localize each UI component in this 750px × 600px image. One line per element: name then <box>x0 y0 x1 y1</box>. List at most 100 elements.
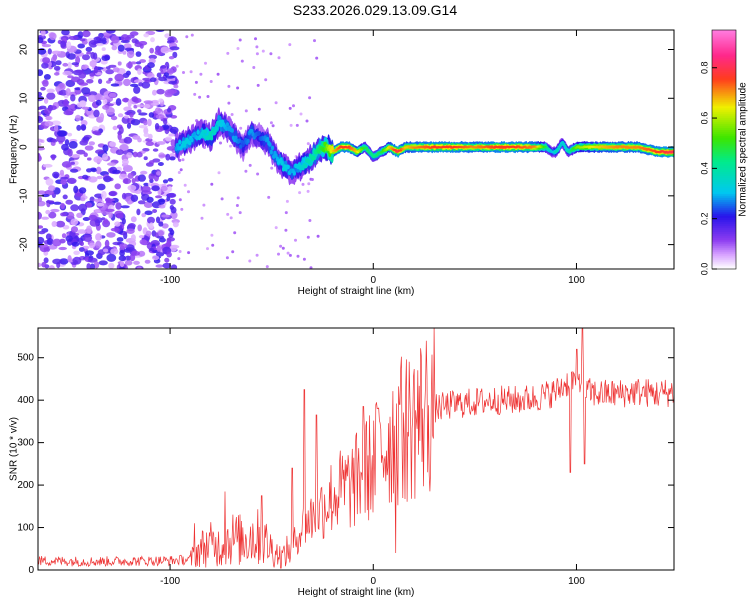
noise-cell <box>67 148 73 157</box>
colorbar-cell <box>712 89 736 93</box>
noise-cell <box>86 263 91 269</box>
noise-cell <box>38 196 43 202</box>
noise-cell <box>138 125 148 129</box>
ridge-cell <box>561 141 565 144</box>
noise-cell <box>126 122 132 129</box>
noise-cell <box>46 88 55 94</box>
noise-cell <box>43 108 52 115</box>
noise-cell <box>170 264 178 269</box>
noise-cell <box>88 94 97 103</box>
noise-cell <box>73 185 79 194</box>
colorbar-cell <box>712 173 736 176</box>
noise-cell <box>80 124 87 131</box>
y-tick-label: 300 <box>17 438 34 449</box>
noise-cell <box>149 160 155 165</box>
colorbar-cell <box>712 209 736 212</box>
noise-cell <box>42 57 51 64</box>
noise-cell <box>51 120 61 126</box>
noise-cell <box>82 30 91 38</box>
noise-cell <box>72 256 82 265</box>
noise-cell <box>61 233 67 239</box>
noise-cell <box>88 141 96 146</box>
noise-cell <box>88 91 98 96</box>
noise-cell <box>59 169 65 176</box>
noise-cell <box>288 253 292 257</box>
noise-cell <box>148 133 153 140</box>
colorbar-cell <box>712 251 736 254</box>
noise-cell <box>41 62 49 69</box>
noise-cell <box>143 156 148 161</box>
noise-cell <box>163 72 169 77</box>
noise-cell <box>127 200 133 205</box>
noise-cell <box>67 255 72 263</box>
noise-cell <box>136 208 141 216</box>
y-tick-label: 10 <box>19 92 30 104</box>
noise-cell <box>307 182 311 186</box>
noise-cell <box>125 244 135 251</box>
noise-cell <box>106 232 116 238</box>
noise-cell <box>67 75 74 79</box>
noise-cell <box>144 79 153 83</box>
noise-cell <box>104 239 110 248</box>
colorbar-cell <box>712 45 736 49</box>
noise-cell <box>78 203 88 212</box>
colorbar-cell <box>712 181 736 184</box>
noise-cell <box>108 77 113 82</box>
noise-cell <box>162 179 169 184</box>
noise-cell <box>281 246 285 250</box>
ridge-cell <box>366 148 370 152</box>
noise-cell <box>43 97 49 104</box>
noise-cell <box>155 216 161 224</box>
noise-cell <box>51 50 62 55</box>
noise-cell <box>119 261 125 268</box>
noise-cell <box>238 211 242 215</box>
noise-cell <box>200 216 204 220</box>
noise-cell <box>225 256 229 260</box>
noise-cell <box>279 244 283 248</box>
colorbar-cell <box>712 159 736 163</box>
colorbar-cell <box>712 247 736 250</box>
ridge-cell <box>347 145 351 148</box>
noise-cell <box>316 234 320 238</box>
noise-cell <box>255 45 259 49</box>
noise-cell <box>181 158 185 162</box>
noise-cell <box>52 171 60 178</box>
noise-cell <box>267 195 271 199</box>
noise-cell <box>148 173 155 181</box>
colorbar-cell <box>712 219 736 222</box>
noise-cell <box>179 168 183 172</box>
noise-cell <box>70 168 79 173</box>
noise-cell <box>108 64 117 68</box>
y-tick-label: -10 <box>19 188 30 203</box>
noise-cell <box>120 34 130 42</box>
colorbar-cell <box>712 257 736 260</box>
noise-cell <box>288 106 292 110</box>
noise-cell <box>298 191 302 195</box>
noise-cell <box>167 186 173 192</box>
noise-cell <box>62 62 69 67</box>
noise-cell <box>301 182 305 186</box>
noise-cell <box>92 126 99 132</box>
colorbar-cell <box>712 177 736 180</box>
noise-cell <box>169 245 178 252</box>
noise-cell <box>86 109 95 117</box>
noise-cell <box>56 134 66 143</box>
noise-cell <box>80 197 86 202</box>
noise-cell <box>274 226 278 230</box>
noise-cell <box>206 247 209 251</box>
colorbar-cell <box>712 167 736 171</box>
noise-cell <box>97 183 106 191</box>
noise-cell <box>98 260 108 266</box>
noise-cell <box>156 171 161 176</box>
noise-cell <box>156 245 162 253</box>
noise-cell <box>211 243 215 247</box>
noise-cell <box>161 214 170 218</box>
colorbar-cell <box>712 59 736 63</box>
noise-cell <box>231 250 235 254</box>
noise-cell <box>296 254 300 258</box>
ridge-cell <box>312 155 316 161</box>
noise-cell <box>244 169 248 173</box>
noise-cell <box>172 51 178 59</box>
noise-cell <box>155 252 165 257</box>
noise-cell <box>143 201 153 209</box>
